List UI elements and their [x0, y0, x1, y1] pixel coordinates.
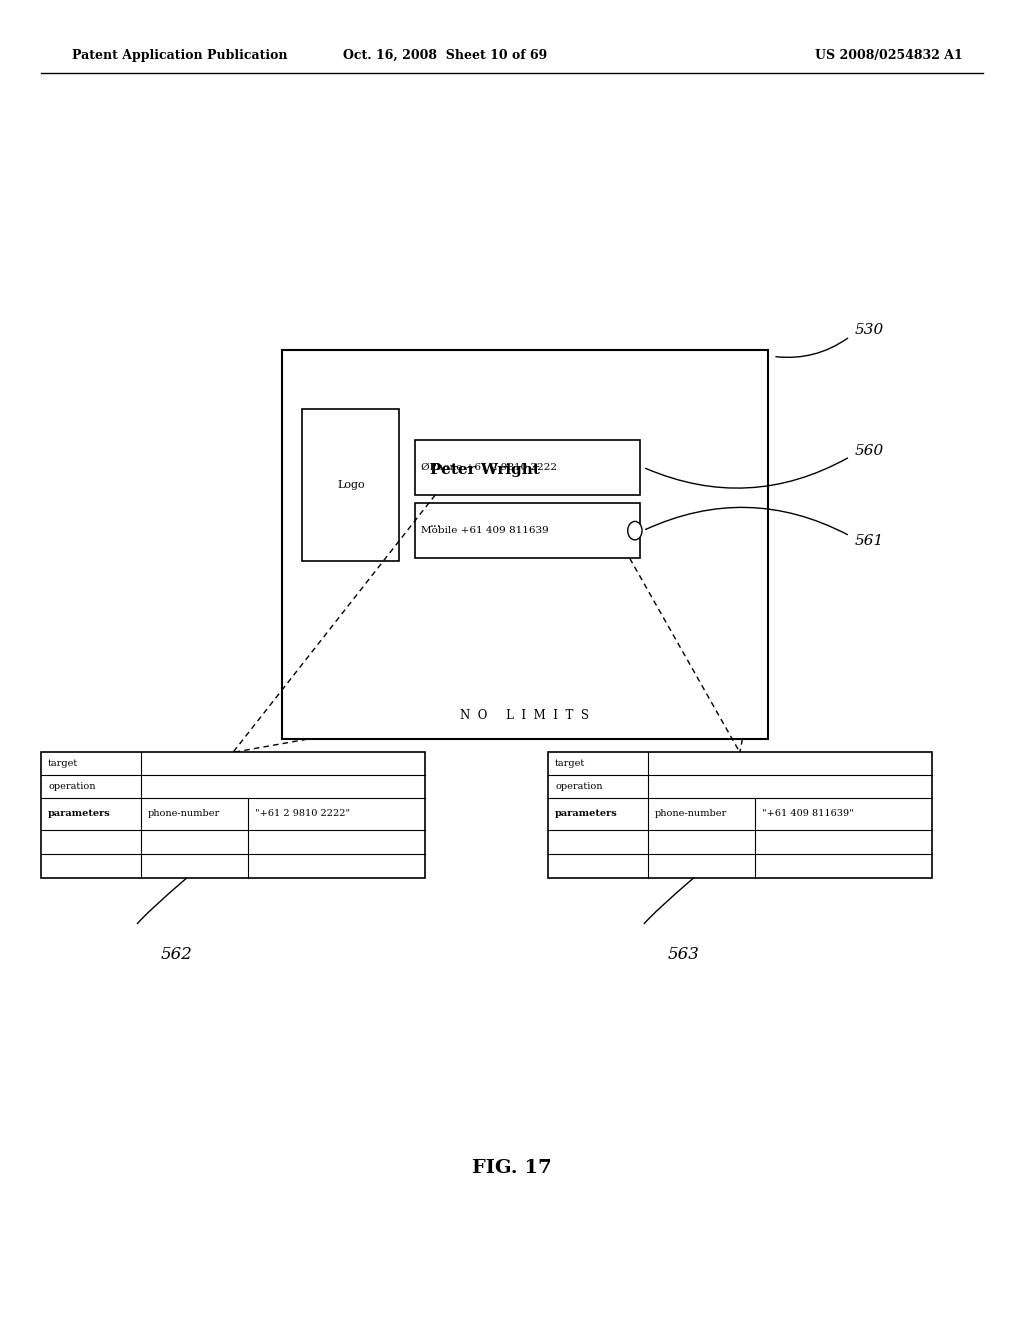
Text: Logo: Logo — [337, 480, 365, 490]
Text: phone-number: phone-number — [148, 809, 220, 818]
Text: 563: 563 — [668, 946, 699, 964]
Bar — [415, 503, 640, 558]
Text: 562: 562 — [161, 946, 193, 964]
Text: 561: 561 — [855, 535, 885, 548]
Text: "+61 409 811639": "+61 409 811639" — [762, 809, 854, 818]
Bar — [548, 752, 932, 878]
Bar — [282, 350, 768, 739]
Circle shape — [628, 521, 642, 540]
Text: US 2008/0254832 A1: US 2008/0254832 A1 — [815, 49, 963, 62]
Text: Mobile +61 409 811639: Mobile +61 409 811639 — [421, 527, 549, 535]
Text: "+61 2 9810 2222": "+61 2 9810 2222" — [256, 809, 350, 818]
Text: Oct. 16, 2008  Sheet 10 of 69: Oct. 16, 2008 Sheet 10 of 69 — [343, 49, 548, 62]
Text: operation: operation — [48, 781, 95, 791]
Text: 560: 560 — [855, 445, 885, 458]
Text: parameters: parameters — [48, 809, 111, 818]
Bar — [302, 409, 399, 561]
Bar — [415, 440, 640, 495]
Text: target: target — [48, 759, 79, 768]
Text: phone-number: phone-number — [655, 809, 727, 818]
Text: target: target — [555, 759, 586, 768]
Text: FIG. 17: FIG. 17 — [472, 1159, 552, 1177]
Bar — [41, 752, 425, 878]
Text: 530: 530 — [855, 322, 885, 337]
Text: ...: ... — [430, 516, 441, 529]
Text: ØPhone +61 2 9810 2222: ØPhone +61 2 9810 2222 — [421, 463, 557, 471]
Text: operation: operation — [555, 781, 602, 791]
Text: parameters: parameters — [555, 809, 617, 818]
Text: Peter Wright: Peter Wright — [430, 463, 540, 477]
Text: Patent Application Publication: Patent Application Publication — [72, 49, 287, 62]
Text: N  O     L  I  M  I  T  S: N O L I M I T S — [461, 709, 589, 722]
